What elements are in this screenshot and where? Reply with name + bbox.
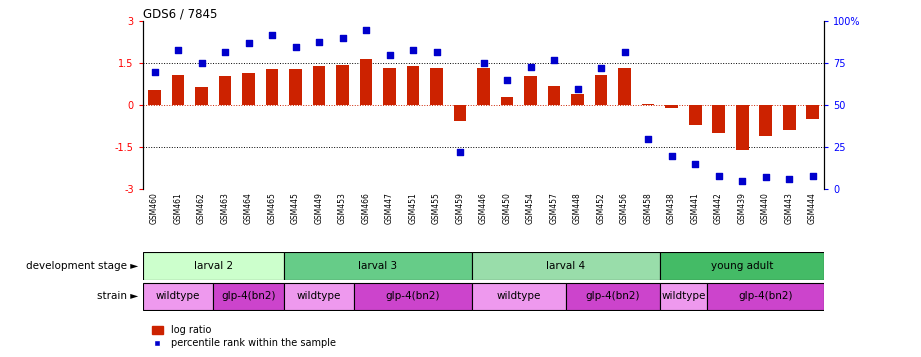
Text: larval 3: larval 3 xyxy=(358,261,397,271)
Point xyxy=(617,49,632,55)
Bar xyxy=(689,105,702,125)
Point xyxy=(547,57,562,63)
Bar xyxy=(148,90,161,105)
Point xyxy=(264,32,279,38)
Text: glp-4(bn2): glp-4(bn2) xyxy=(221,291,275,301)
FancyBboxPatch shape xyxy=(284,283,355,310)
Bar xyxy=(312,66,325,105)
Point xyxy=(335,35,350,41)
Bar xyxy=(642,104,655,105)
Point xyxy=(382,52,397,58)
Point xyxy=(405,47,420,53)
Point xyxy=(429,49,444,55)
Point xyxy=(170,47,185,53)
Point xyxy=(452,150,467,155)
FancyBboxPatch shape xyxy=(355,283,472,310)
Bar xyxy=(524,76,537,105)
Text: wildtype: wildtype xyxy=(661,291,705,301)
Bar xyxy=(736,105,749,150)
FancyBboxPatch shape xyxy=(143,252,284,280)
Bar xyxy=(336,65,349,105)
Point xyxy=(241,40,256,46)
FancyBboxPatch shape xyxy=(284,252,472,280)
Bar xyxy=(571,94,584,105)
Bar xyxy=(595,75,608,105)
Text: larval 4: larval 4 xyxy=(546,261,586,271)
Bar xyxy=(171,75,184,105)
Legend: log ratio, percentile rank within the sample: log ratio, percentile rank within the sa… xyxy=(147,321,340,352)
FancyBboxPatch shape xyxy=(659,252,824,280)
Point xyxy=(594,66,609,71)
Point xyxy=(688,161,703,167)
Bar xyxy=(242,73,255,105)
FancyBboxPatch shape xyxy=(472,252,659,280)
Bar xyxy=(383,67,396,105)
Point xyxy=(476,60,491,66)
Text: wildtype: wildtype xyxy=(496,291,541,301)
Text: wildtype: wildtype xyxy=(297,291,341,301)
Text: young adult: young adult xyxy=(711,261,774,271)
Bar xyxy=(548,86,561,105)
Bar xyxy=(477,67,490,105)
Point xyxy=(147,69,162,75)
Bar xyxy=(359,59,372,105)
Point xyxy=(711,173,726,178)
Point xyxy=(735,178,750,183)
Text: glp-4(bn2): glp-4(bn2) xyxy=(386,291,440,301)
Bar xyxy=(806,105,819,119)
Text: glp-4(bn2): glp-4(bn2) xyxy=(739,291,793,301)
FancyBboxPatch shape xyxy=(214,283,284,310)
Text: GDS6 / 7845: GDS6 / 7845 xyxy=(143,7,217,20)
Point xyxy=(805,173,820,178)
Point xyxy=(570,86,585,91)
Bar xyxy=(712,105,725,133)
FancyBboxPatch shape xyxy=(472,283,565,310)
Point xyxy=(311,39,326,44)
Bar xyxy=(430,67,443,105)
Point xyxy=(358,27,373,32)
Point xyxy=(782,176,797,182)
Bar xyxy=(218,76,231,105)
Point xyxy=(194,60,209,66)
Text: development stage ►: development stage ► xyxy=(26,261,138,271)
Bar xyxy=(665,105,678,108)
Point xyxy=(500,77,515,83)
FancyBboxPatch shape xyxy=(706,283,824,310)
Point xyxy=(664,153,679,159)
Text: wildtype: wildtype xyxy=(156,291,200,301)
FancyBboxPatch shape xyxy=(143,283,214,310)
Bar xyxy=(265,69,278,105)
Bar xyxy=(759,105,772,136)
Bar xyxy=(289,69,302,105)
Text: larval 2: larval 2 xyxy=(193,261,233,271)
Bar xyxy=(406,66,419,105)
Bar xyxy=(453,105,467,121)
Point xyxy=(523,64,538,70)
Text: strain ►: strain ► xyxy=(97,291,138,301)
FancyBboxPatch shape xyxy=(659,283,706,310)
Point xyxy=(758,175,773,180)
FancyBboxPatch shape xyxy=(565,283,659,310)
Bar xyxy=(195,87,208,105)
Bar xyxy=(618,67,631,105)
Point xyxy=(641,136,656,142)
Point xyxy=(217,49,232,55)
Bar xyxy=(501,97,514,105)
Bar xyxy=(783,105,796,130)
Point xyxy=(288,44,303,49)
Text: glp-4(bn2): glp-4(bn2) xyxy=(586,291,640,301)
